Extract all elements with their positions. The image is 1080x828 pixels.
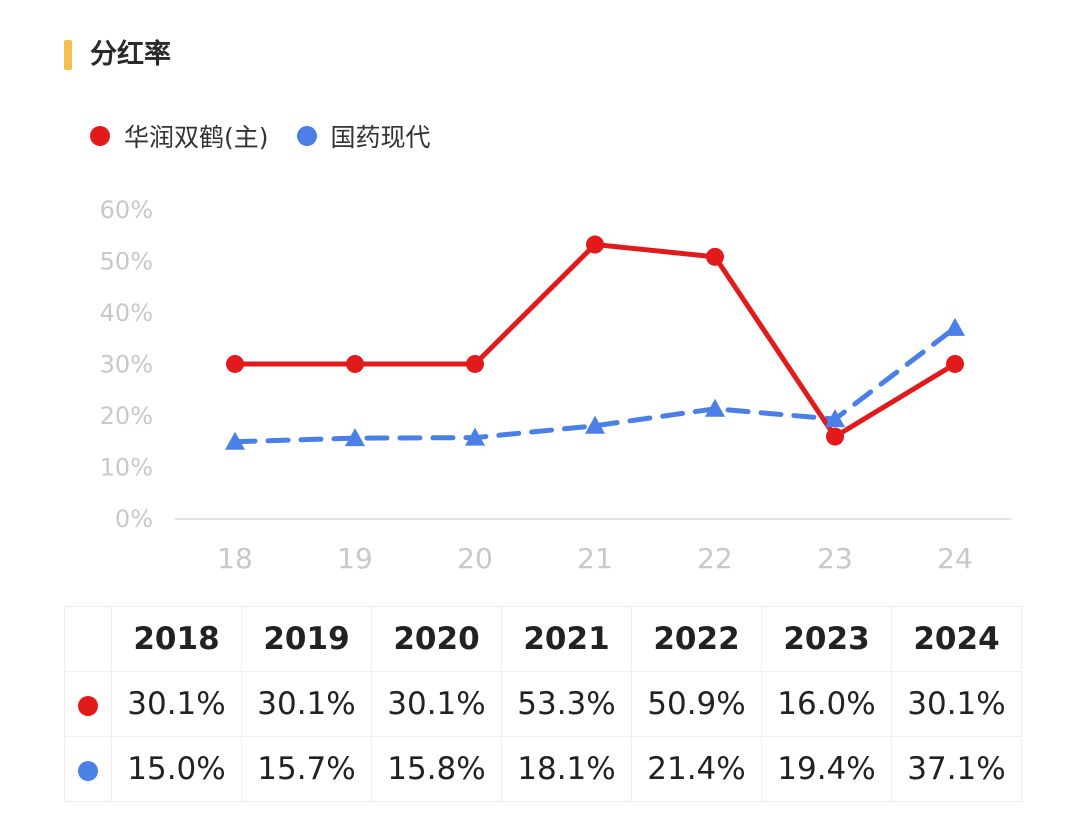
- legend-dot-series-2: [296, 126, 317, 146]
- x-tick-label: 23: [817, 542, 853, 575]
- table-cell: 15.8%: [371, 736, 502, 802]
- table-cell: 15.0%: [111, 736, 242, 802]
- table-header-year: 2022: [631, 606, 762, 672]
- legend-label-series-1: 华润双鹤(主): [124, 123, 269, 152]
- series-2-point: [705, 398, 725, 417]
- series-2-point: [465, 427, 485, 446]
- series-1-point: [346, 354, 364, 373]
- series-line-1: [232, 242, 958, 440]
- table-header-year: 2023: [761, 606, 892, 672]
- row-dot-series-1: [78, 695, 98, 716]
- y-tick-label: 30%: [100, 351, 153, 379]
- series-2-point: [945, 317, 965, 336]
- table-cell: 15.7%: [241, 736, 372, 802]
- series-2-point: [345, 428, 365, 447]
- series-1-point: [226, 354, 244, 373]
- table-row-series-1: 30.1% 30.1% 30.1% 53.3% 50.9% 16.0% 30.1…: [64, 671, 1022, 737]
- y-tick-label: 50%: [100, 248, 153, 276]
- x-tick-label: 22: [697, 542, 733, 575]
- table-cell: 50.9%: [631, 671, 762, 737]
- x-tick-label: 20: [457, 542, 493, 575]
- legend-dot-series-1: [90, 126, 110, 146]
- x-tick-label: 24: [937, 542, 973, 575]
- data-table: 2018 2019 2020 2021 2022 2023 2024 30.1%…: [64, 606, 1022, 802]
- series-1-point: [826, 427, 844, 446]
- y-tick-label: 0%: [115, 505, 153, 533]
- y-tick-label: 60%: [100, 196, 153, 224]
- table-cell: 19.4%: [761, 736, 892, 802]
- page-title: 分红率: [90, 39, 171, 70]
- table-corner-cell: [64, 606, 112, 672]
- series-1-point: [946, 354, 964, 373]
- series-2-point: [825, 409, 845, 428]
- x-tick-label: 19: [337, 542, 373, 575]
- table-header-year: 2021: [501, 606, 632, 672]
- table-row-series-2: 15.0% 15.7% 15.8% 18.1% 21.4% 19.4% 37.1…: [64, 736, 1022, 802]
- y-tick-label: 20%: [100, 402, 153, 430]
- series-2-point: [225, 431, 245, 450]
- table-header-year: 2019: [241, 606, 372, 672]
- table-row-marker: [64, 671, 112, 737]
- legend-item-series-2[interactable]: 国药现代: [296, 118, 431, 154]
- line-chart: 0% 10% 20% 30% 40% 50% 60% 18 19 20 21 22 23 24: [100, 196, 1012, 575]
- title-accent-bar: [64, 40, 72, 70]
- y-tick-label: 40%: [100, 299, 153, 327]
- chart-legend: 华润双鹤(主) 国药现代: [90, 118, 459, 154]
- y-tick-label: 10%: [100, 454, 153, 482]
- table-cell: 18.1%: [501, 736, 632, 802]
- x-tick-label: 18: [217, 542, 253, 575]
- table-cell: 30.1%: [891, 671, 1022, 737]
- series-1-point: [586, 235, 604, 254]
- series-2-point: [585, 415, 605, 434]
- table-header-row: 2018 2019 2020 2021 2022 2023 2024: [64, 606, 1022, 672]
- legend-label-series-2: 国药现代: [330, 123, 431, 152]
- series-1-point: [706, 247, 724, 266]
- table-row-marker: [64, 736, 112, 802]
- table-header-year: 2020: [371, 606, 502, 672]
- table-cell: 30.1%: [111, 671, 242, 737]
- table-header-year: 2018: [111, 606, 242, 672]
- table-cell: 21.4%: [631, 736, 762, 802]
- series-1-point: [466, 354, 484, 373]
- table-header-year: 2024: [891, 606, 1022, 672]
- table-cell: 37.1%: [891, 736, 1022, 802]
- table-cell: 53.3%: [501, 671, 632, 737]
- legend-item-series-1[interactable]: 华润双鹤(主): [90, 118, 269, 154]
- row-dot-series-2: [78, 760, 98, 781]
- x-tick-label: 21: [577, 542, 613, 575]
- table-cell: 30.1%: [241, 671, 372, 737]
- table-cell: 30.1%: [371, 671, 502, 737]
- table-cell: 16.0%: [761, 671, 892, 737]
